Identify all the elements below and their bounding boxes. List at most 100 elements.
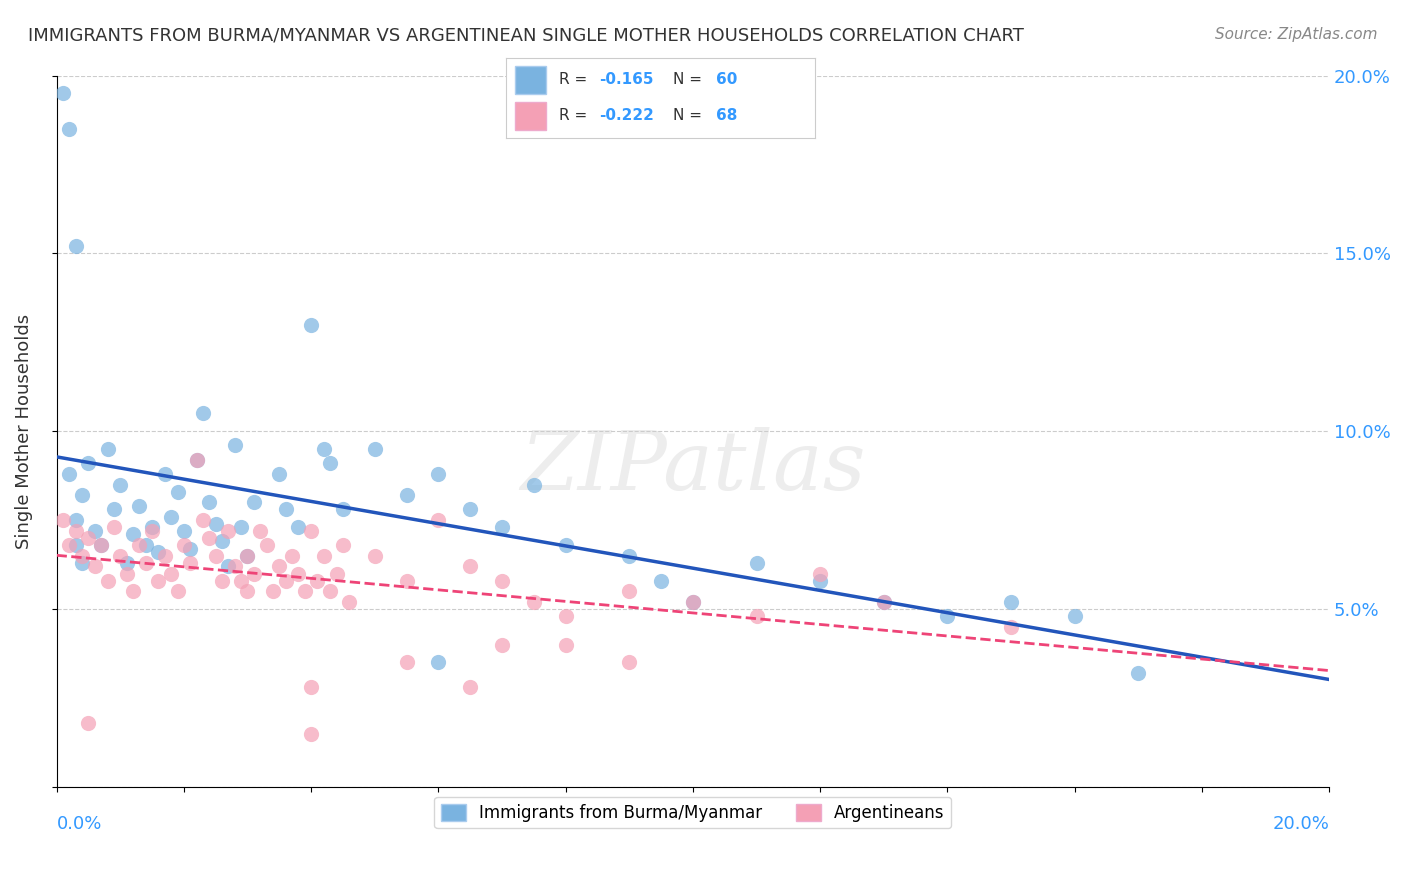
Point [115, 556, 138, 570]
Point [491, 574, 513, 588]
Point [256, 538, 278, 552]
Point [103, 502, 125, 516]
Point [299, 726, 322, 740]
Point [148, 574, 170, 588]
Point [427, 656, 450, 670]
Point [319, 456, 342, 470]
Point [65, 538, 87, 552]
Point [936, 609, 959, 624]
Text: -0.222: -0.222 [599, 108, 654, 123]
Point [160, 509, 183, 524]
Point [236, 584, 259, 599]
Point [52, 87, 75, 101]
Point [364, 549, 387, 563]
Text: 0.0%: 0.0% [56, 815, 103, 833]
Point [122, 584, 145, 599]
Point [1063, 609, 1085, 624]
Point [682, 595, 704, 609]
Point [224, 559, 246, 574]
Point [458, 502, 481, 516]
Point [619, 549, 641, 563]
Point [135, 538, 157, 552]
Point [236, 549, 259, 563]
Point [96, 574, 118, 588]
Point [332, 502, 354, 516]
Point [287, 520, 309, 534]
Point [307, 574, 329, 588]
Point [1000, 595, 1022, 609]
Text: N =: N = [673, 108, 707, 123]
Point [58, 538, 80, 552]
Point [204, 516, 226, 531]
Point [287, 566, 309, 581]
Point [243, 495, 266, 509]
Point [191, 513, 214, 527]
Point [299, 681, 322, 695]
Point [122, 527, 145, 541]
Point [166, 484, 188, 499]
Point [211, 574, 233, 588]
Point [808, 574, 831, 588]
FancyBboxPatch shape [516, 66, 547, 95]
FancyBboxPatch shape [516, 103, 547, 130]
Point [198, 495, 221, 509]
Point [110, 477, 132, 491]
Point [236, 549, 259, 563]
Point [148, 545, 170, 559]
Point [243, 566, 266, 581]
Point [619, 584, 641, 599]
Point [96, 442, 118, 456]
Text: 60: 60 [717, 72, 738, 87]
Text: ZIPatlas: ZIPatlas [520, 426, 866, 507]
Point [682, 595, 704, 609]
Point [364, 442, 387, 456]
Point [319, 584, 342, 599]
Point [1128, 666, 1150, 681]
Point [166, 584, 188, 599]
Point [173, 524, 195, 538]
Point [179, 556, 201, 570]
Point [427, 467, 450, 481]
Point [229, 520, 252, 534]
Point [204, 549, 226, 563]
Point [160, 566, 183, 581]
Point [217, 524, 239, 538]
Point [224, 438, 246, 452]
Point [90, 538, 112, 552]
Point [70, 549, 93, 563]
Point [191, 406, 214, 420]
Point [141, 524, 163, 538]
Point [262, 584, 284, 599]
Text: IMMIGRANTS FROM BURMA/MYANMAR VS ARGENTINEAN SINGLE MOTHER HOUSEHOLDS CORRELATIO: IMMIGRANTS FROM BURMA/MYANMAR VS ARGENTI… [28, 27, 1024, 45]
Point [198, 531, 221, 545]
Point [395, 488, 418, 502]
Point [1000, 620, 1022, 634]
Text: 20.0%: 20.0% [1272, 815, 1329, 833]
Point [103, 520, 125, 534]
Point [141, 520, 163, 534]
Point [52, 513, 75, 527]
Point [281, 549, 304, 563]
Point [274, 502, 297, 516]
Point [211, 534, 233, 549]
Text: Source: ZipAtlas.com: Source: ZipAtlas.com [1215, 27, 1378, 42]
Point [173, 538, 195, 552]
Point [70, 488, 93, 502]
Point [269, 559, 291, 574]
Point [458, 681, 481, 695]
Point [395, 574, 418, 588]
Point [83, 559, 105, 574]
Text: R =: R = [558, 108, 592, 123]
Point [299, 318, 322, 332]
Point [554, 638, 576, 652]
Point [153, 549, 176, 563]
Point [83, 524, 105, 538]
Point [58, 121, 80, 136]
Point [65, 513, 87, 527]
Point [77, 456, 100, 470]
Text: 68: 68 [717, 108, 738, 123]
Point [179, 541, 201, 556]
Point [745, 556, 768, 570]
Y-axis label: Single Mother Households: Single Mother Households [15, 314, 32, 549]
Point [77, 531, 100, 545]
